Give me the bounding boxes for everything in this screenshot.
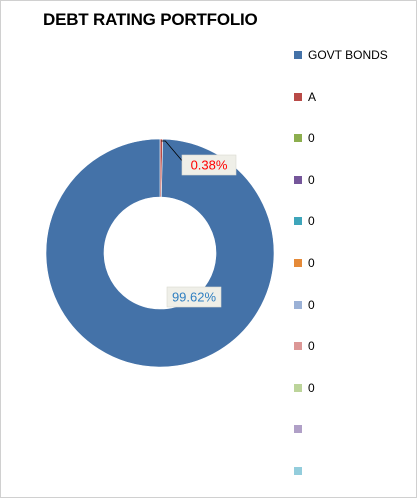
legend-item: A	[294, 89, 412, 105]
legend-swatch	[294, 134, 302, 143]
legend-label: 0	[308, 256, 315, 270]
legend-label: 0	[308, 297, 315, 312]
legend-label: 0	[308, 131, 315, 146]
chart-title: DEBT RATING PORTFOLIO	[43, 10, 258, 29]
legend-swatch	[294, 92, 302, 101]
svg-text:0.38%: 0.38%	[191, 158, 228, 173]
legend-swatch	[294, 175, 302, 184]
svg-text:99.62%: 99.62%	[172, 290, 217, 305]
legend-item: 0	[294, 297, 412, 313]
legend-swatch	[294, 383, 302, 392]
leader-line-a	[161, 140, 185, 164]
legend-item: 0	[294, 338, 412, 354]
data-label-a: 0.38%	[181, 154, 237, 176]
legend-label: A	[308, 89, 317, 104]
legend-label: 0	[308, 214, 315, 229]
legend-swatch	[294, 342, 302, 351]
legend-item: 0	[294, 130, 412, 146]
legend-item	[294, 463, 412, 479]
legend-label: 0	[308, 339, 315, 354]
legend-item	[294, 421, 412, 437]
legend-item: GOVT BONDS	[294, 47, 412, 63]
legend-label: 0	[308, 172, 315, 187]
legend-item: 0	[294, 255, 412, 271]
legend-label: GOVT BONDS	[308, 48, 388, 62]
slice-govt-bonds	[45, 138, 275, 368]
legend-swatch	[294, 467, 302, 475]
legend-swatch	[294, 217, 302, 226]
legend-item: 0	[294, 213, 412, 229]
legend-swatch	[294, 425, 302, 434]
legend-item: 0	[294, 380, 412, 396]
legend-swatch	[294, 300, 302, 309]
legend-swatch	[294, 259, 302, 267]
legend-label: 0	[308, 380, 315, 395]
legend-swatch	[294, 51, 302, 59]
legend-item: 0	[294, 172, 412, 188]
data-label-govt-bonds: 99.62%	[166, 286, 222, 308]
